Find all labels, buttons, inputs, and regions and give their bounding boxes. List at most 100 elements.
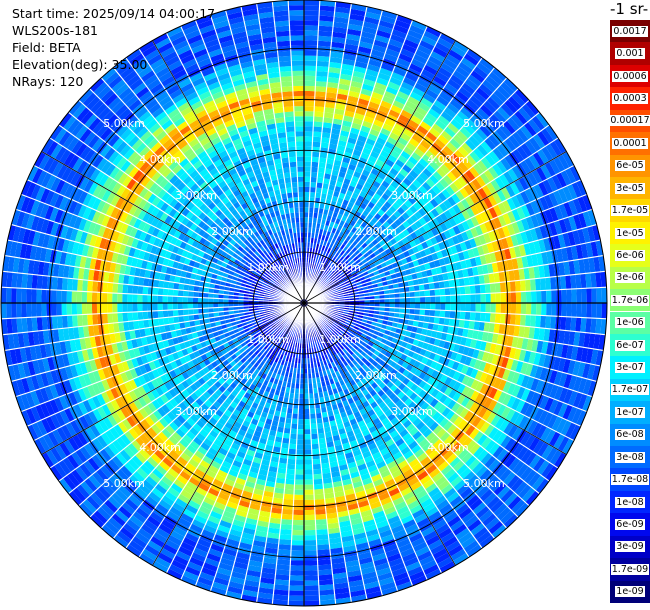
data-gate xyxy=(391,278,398,285)
data-gate xyxy=(568,331,576,346)
data-gate xyxy=(504,137,517,152)
data-gate xyxy=(342,53,357,61)
data-gate xyxy=(422,135,435,146)
data-gate xyxy=(357,178,366,186)
data-gate xyxy=(419,139,432,150)
data-gate xyxy=(304,121,314,127)
data-gate xyxy=(389,167,399,177)
data-gate xyxy=(341,156,351,164)
data-gate xyxy=(348,231,355,238)
data-gate xyxy=(374,82,388,91)
data-gate xyxy=(435,295,441,303)
data-gate xyxy=(360,31,376,40)
data-gate xyxy=(414,303,421,310)
data-gate xyxy=(561,303,567,317)
data-gate xyxy=(304,40,318,46)
data-gate xyxy=(455,90,470,103)
data-gate xyxy=(360,267,367,274)
data-gate xyxy=(304,494,315,500)
data-gate xyxy=(479,57,495,72)
data-gate xyxy=(402,128,414,138)
data-gate xyxy=(483,220,493,233)
data-gate xyxy=(374,176,384,185)
data-gate xyxy=(452,225,461,236)
data-gate xyxy=(336,144,346,152)
data-gate xyxy=(414,308,420,316)
data-gate xyxy=(312,131,322,138)
data-gate xyxy=(499,313,506,325)
data-gate xyxy=(304,126,314,132)
data-gate xyxy=(475,213,484,225)
data-gate xyxy=(493,89,508,103)
data-gate xyxy=(394,95,408,105)
data-gate xyxy=(336,197,344,204)
data-gate xyxy=(446,171,458,183)
data-gate xyxy=(478,83,494,97)
data-gate xyxy=(439,149,451,161)
data-gate xyxy=(304,519,316,526)
data-gate xyxy=(373,291,380,296)
data-gate xyxy=(393,312,400,318)
data-gate xyxy=(355,183,364,191)
data-gate xyxy=(314,91,327,98)
data-gate xyxy=(535,112,550,128)
data-gate xyxy=(447,49,464,62)
data-gate xyxy=(457,161,469,173)
data-gate xyxy=(543,237,551,252)
data-gate xyxy=(500,186,511,200)
data-gate xyxy=(404,199,413,209)
data-gate xyxy=(438,280,445,289)
data-gate xyxy=(335,274,341,280)
data-gate xyxy=(319,203,325,210)
data-gate xyxy=(417,257,425,266)
data-gate xyxy=(544,223,553,238)
data-gate xyxy=(513,245,522,258)
data-gate xyxy=(499,123,512,138)
data-gate xyxy=(308,222,313,228)
data-gate xyxy=(518,244,527,257)
data-gate xyxy=(553,156,565,173)
data-gate xyxy=(307,227,312,233)
data-gate xyxy=(478,321,485,332)
data-gate xyxy=(304,242,308,248)
data-gate xyxy=(443,106,457,119)
data-gate xyxy=(430,51,446,63)
data-gate xyxy=(430,303,436,310)
data-gate xyxy=(545,315,552,329)
data-gate xyxy=(402,105,416,115)
data-gate xyxy=(541,251,549,266)
data-gate xyxy=(323,117,334,124)
data-gate xyxy=(314,96,326,103)
data-gate xyxy=(379,303,385,308)
data-gate xyxy=(331,287,337,291)
data-gate xyxy=(350,253,357,260)
data-gate xyxy=(333,113,344,121)
data-gate xyxy=(342,239,349,246)
data-gate xyxy=(491,262,499,273)
data-gate xyxy=(486,182,497,195)
data-gate xyxy=(339,249,346,256)
data-gate xyxy=(288,595,304,601)
data-gate xyxy=(321,132,331,139)
data-gate xyxy=(317,564,332,571)
data-gate xyxy=(438,257,446,267)
data-gate xyxy=(530,214,540,229)
data-gate xyxy=(570,274,577,289)
data-gate xyxy=(381,180,391,189)
data-gate xyxy=(436,250,444,260)
data-gate xyxy=(367,155,378,164)
data-gate xyxy=(478,234,487,246)
data-gate xyxy=(345,262,352,268)
data-gate xyxy=(443,317,450,326)
data-gate xyxy=(339,130,350,138)
data-gate xyxy=(339,237,346,244)
data-gate xyxy=(296,444,304,450)
data-gate xyxy=(304,116,314,122)
data-gate xyxy=(496,144,509,158)
data-gate xyxy=(304,30,319,36)
data-gate xyxy=(582,194,593,211)
data-gate xyxy=(423,30,440,42)
data-gate xyxy=(456,110,470,123)
data-gate xyxy=(356,252,363,259)
data-gate xyxy=(375,136,387,146)
